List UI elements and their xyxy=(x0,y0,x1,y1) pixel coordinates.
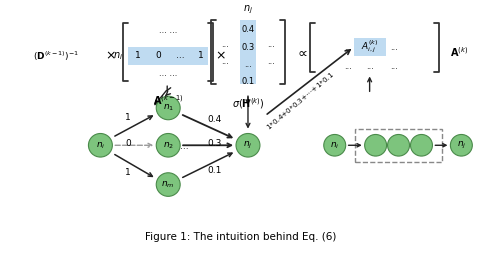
Text: ...: ... xyxy=(244,60,252,69)
Circle shape xyxy=(156,173,180,196)
Text: $\propto$: $\propto$ xyxy=(295,45,308,59)
Text: $n_j$: $n_j$ xyxy=(243,140,253,151)
FancyBboxPatch shape xyxy=(355,129,442,162)
Circle shape xyxy=(450,134,472,156)
FancyBboxPatch shape xyxy=(128,23,208,82)
Text: 0.3: 0.3 xyxy=(241,43,254,52)
Text: $n_1$: $n_1$ xyxy=(162,103,174,113)
Text: ... ...: ... ... xyxy=(159,26,177,35)
Circle shape xyxy=(324,134,346,156)
Text: ...: ... xyxy=(176,51,185,60)
Text: ...: ... xyxy=(344,62,352,71)
Text: ...: ... xyxy=(267,40,275,49)
Text: 0: 0 xyxy=(155,51,161,60)
Text: $A_{i,j}^{(k)}$: $A_{i,j}^{(k)}$ xyxy=(361,39,378,55)
FancyBboxPatch shape xyxy=(315,23,434,72)
Text: $(\mathbf{D}^{(k-1)})^{-1}$: $(\mathbf{D}^{(k-1)})^{-1}$ xyxy=(32,49,79,62)
Text: 1: 1 xyxy=(125,168,131,177)
Text: $n_m$: $n_m$ xyxy=(161,179,175,190)
Text: $\times$: $\times$ xyxy=(105,50,116,62)
Text: 1: 1 xyxy=(198,51,204,60)
Circle shape xyxy=(156,134,180,157)
Text: $\mathbf{A}^{(k-1)}$: $\mathbf{A}^{(k-1)}$ xyxy=(153,93,184,107)
Text: 0: 0 xyxy=(125,139,131,148)
Text: ...: ... xyxy=(390,43,399,52)
Text: $n_j$: $n_j$ xyxy=(243,3,253,16)
Circle shape xyxy=(411,134,432,156)
FancyBboxPatch shape xyxy=(216,20,280,84)
FancyBboxPatch shape xyxy=(128,47,208,65)
Text: ... ...: ... ... xyxy=(159,69,177,78)
Text: $n_j$: $n_j$ xyxy=(456,140,466,151)
Text: ...: ... xyxy=(344,43,352,52)
Text: 0.4: 0.4 xyxy=(207,115,221,124)
Circle shape xyxy=(365,134,387,156)
FancyBboxPatch shape xyxy=(354,38,386,56)
Text: $\mathbf{A}^{(k)}$: $\mathbf{A}^{(k)}$ xyxy=(450,45,469,59)
FancyBboxPatch shape xyxy=(240,20,256,84)
Text: ...: ... xyxy=(221,57,229,66)
Text: $n_i$: $n_i$ xyxy=(113,50,123,62)
Text: ...: ... xyxy=(390,62,399,71)
Text: 0.4: 0.4 xyxy=(241,25,254,34)
Text: ...: ... xyxy=(366,62,374,71)
Circle shape xyxy=(388,134,410,156)
Text: $\sigma(\mathbf{H}^{(k)})$: $\sigma(\mathbf{H}^{(k)})$ xyxy=(232,96,264,111)
Text: 0.1: 0.1 xyxy=(241,77,254,86)
Text: 0.3: 0.3 xyxy=(207,139,221,148)
Text: 0.1: 0.1 xyxy=(207,166,221,175)
Text: Figure 1: The intuition behind Eq. (6): Figure 1: The intuition behind Eq. (6) xyxy=(145,231,337,242)
Text: $\times$: $\times$ xyxy=(214,50,226,62)
Circle shape xyxy=(236,134,260,157)
Text: $n_i$: $n_i$ xyxy=(96,140,105,151)
Text: $n_i$: $n_i$ xyxy=(330,140,339,151)
Circle shape xyxy=(88,134,112,157)
Circle shape xyxy=(156,96,180,120)
Text: ...: ... xyxy=(221,40,229,49)
Text: 1: 1 xyxy=(125,113,131,122)
Text: 1: 1 xyxy=(135,51,141,60)
Text: ...: ... xyxy=(267,57,275,66)
Text: ...: ... xyxy=(180,142,188,151)
Text: $1{*}0.4{+}0{*}0.3{+}\cdots{+}1{*}0.1$: $1{*}0.4{+}0{*}0.3{+}\cdots{+}1{*}0.1$ xyxy=(264,70,336,132)
Text: $n_2$: $n_2$ xyxy=(162,140,174,151)
